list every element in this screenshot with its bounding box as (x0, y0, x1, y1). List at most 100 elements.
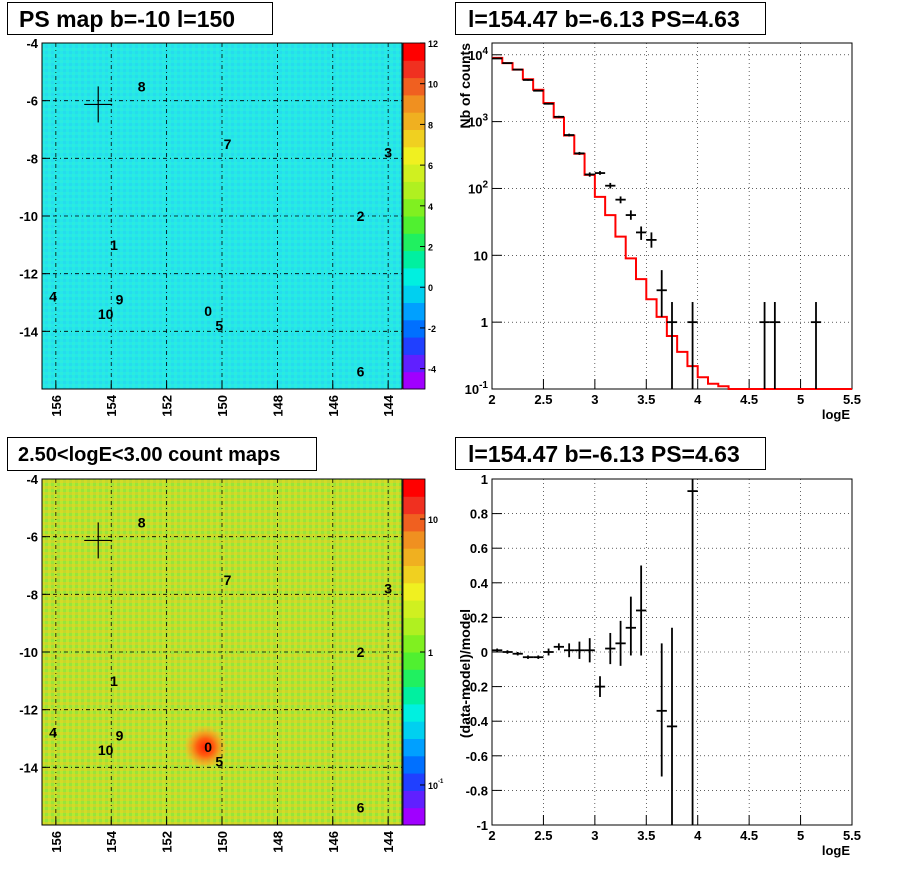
source-label: 9 (116, 728, 124, 744)
source-label: 8 (138, 514, 146, 530)
source-label: 6 (357, 364, 365, 380)
y-tick-label: -8 (26, 587, 38, 602)
colorbar-segment (403, 669, 425, 688)
colorbar-segment (403, 530, 425, 549)
colorbar-tick-label: 4 (428, 202, 433, 212)
x-tick-label: 5.5 (843, 828, 861, 843)
x-tick-label: 3.5 (637, 392, 655, 407)
y-tick-label: -1 (476, 818, 488, 833)
y-tick-label: -10 (19, 645, 38, 660)
y-tick-label: 102 (468, 179, 488, 196)
colorbar-segment (403, 634, 425, 653)
x-tick-label: 4 (694, 828, 702, 843)
y-tick-label: 0.8 (470, 507, 488, 522)
colorbar-segment (403, 146, 425, 165)
x-tick-label: 154 (104, 394, 119, 416)
colorbar-segment (403, 216, 425, 234)
colorbar-segment (403, 181, 425, 200)
source-label: 10 (98, 742, 114, 758)
model-histogram (492, 56, 852, 390)
colorbar-segment (403, 617, 425, 636)
x-tick-label: 3.5 (637, 828, 655, 843)
colorbar-segment (403, 129, 425, 148)
y-tick-label: -6 (26, 530, 38, 545)
residual-chart: 2 2.5 3 3.5 4 4.5 5 5.5 -1 -0.8 -0.6 -0.4 -0.2 0 0.2 0.… (457, 472, 861, 858)
colorbar-segment (403, 755, 425, 774)
y-tick-label: -4 (26, 36, 38, 51)
source-label: 0 (204, 739, 212, 755)
colorbar-segment (403, 479, 425, 497)
y-tick-label: -0.2 (466, 680, 488, 695)
x-tick-label: 2.5 (534, 828, 552, 843)
source-label: 0 (204, 303, 212, 319)
source-label: 1 (110, 673, 118, 689)
colorbar-segment (403, 250, 425, 269)
colorbar-segment (403, 233, 425, 252)
colorbar-segment (403, 790, 425, 809)
x-tick-label: 5 (797, 392, 804, 407)
source-label: 5 (215, 318, 223, 334)
y-tick-label: -12 (19, 267, 38, 282)
y-tick-label: 0.4 (470, 576, 489, 591)
colorbar-frame (402, 42, 426, 390)
x-tick-label: 146 (326, 831, 341, 853)
x-tick-label: 150 (215, 395, 230, 417)
colorbar-tick-label: -2 (428, 324, 436, 334)
x-tick-label: 3 (591, 392, 598, 407)
x-tick-label: 2 (488, 392, 495, 407)
colorbar-segment (403, 198, 425, 217)
colorbar-segment (403, 600, 425, 618)
colorbar-segment (403, 582, 425, 601)
colorbar-segment (403, 94, 425, 113)
y-tick-label: 1 (481, 315, 488, 330)
spectrum-title: l=154.47 b=-6.13 PS=4.63 (455, 2, 766, 35)
y-tick-label: -8 (26, 151, 38, 166)
y-tick-label: -0.4 (466, 714, 489, 729)
colorbar-tick-label: 10-1 (428, 779, 444, 791)
colorbar-segment (403, 267, 425, 286)
source-label: 8 (138, 78, 146, 94)
colorbar-tick-label: 2 (428, 243, 433, 253)
source-label: 2 (357, 208, 365, 224)
source-label: 2 (357, 644, 365, 660)
colorbar-segment (403, 652, 425, 670)
y-tick-label: -0.8 (466, 783, 488, 798)
x-axis-label: logE (822, 407, 850, 422)
colorbar-segment (403, 686, 425, 705)
x-tick-label: 4.5 (740, 828, 758, 843)
colorbar-segment (403, 703, 425, 722)
x-tick-label: 2.5 (534, 392, 552, 407)
x-tick-label: 5 (797, 828, 804, 843)
x-tick-label: 3 (591, 828, 598, 843)
colorbar-segment (403, 43, 425, 61)
colorbar-tick-label: -4 (428, 365, 436, 375)
y-tick-label: 103 (468, 113, 488, 130)
colorbar-segment (403, 548, 425, 566)
source-label: 7 (224, 572, 232, 588)
x-tick-label: 144 (381, 394, 396, 416)
ps-map-title: PS map b=-10 l=150 (7, 2, 273, 35)
y-tick-label: -4 (26, 472, 38, 487)
y-tick-label: -10 (19, 209, 38, 224)
spectrum-chart: 2 2.5 3 3.5 4 4.5 5 5.5 10-1 1 10 102 103 104 logE Nb o… (457, 42, 861, 422)
source-label: 3 (384, 145, 392, 161)
y-tick-label: -12 (19, 703, 38, 718)
source-label: 1 (110, 237, 118, 253)
x-tick-label: 156 (49, 395, 64, 417)
y-tick-label: -14 (19, 324, 39, 339)
x-tick-label: 146 (326, 395, 341, 417)
x-tick-label: 4.5 (740, 392, 758, 407)
colorbar-segment (403, 738, 425, 757)
x-tick-label: 5.5 (843, 392, 861, 407)
source-label: 5 (215, 754, 223, 770)
y-tick-label: -14 (19, 760, 39, 775)
colorbar-tick-label: 6 (428, 161, 433, 171)
y-tick-label: 104 (468, 46, 488, 63)
colorbar-segment (403, 721, 425, 739)
source-label: 7 (224, 136, 232, 152)
x-tick-label: 152 (160, 831, 175, 853)
y-tick-label: 1 (481, 472, 488, 487)
colorbar-tick-label: 10 (428, 515, 438, 525)
